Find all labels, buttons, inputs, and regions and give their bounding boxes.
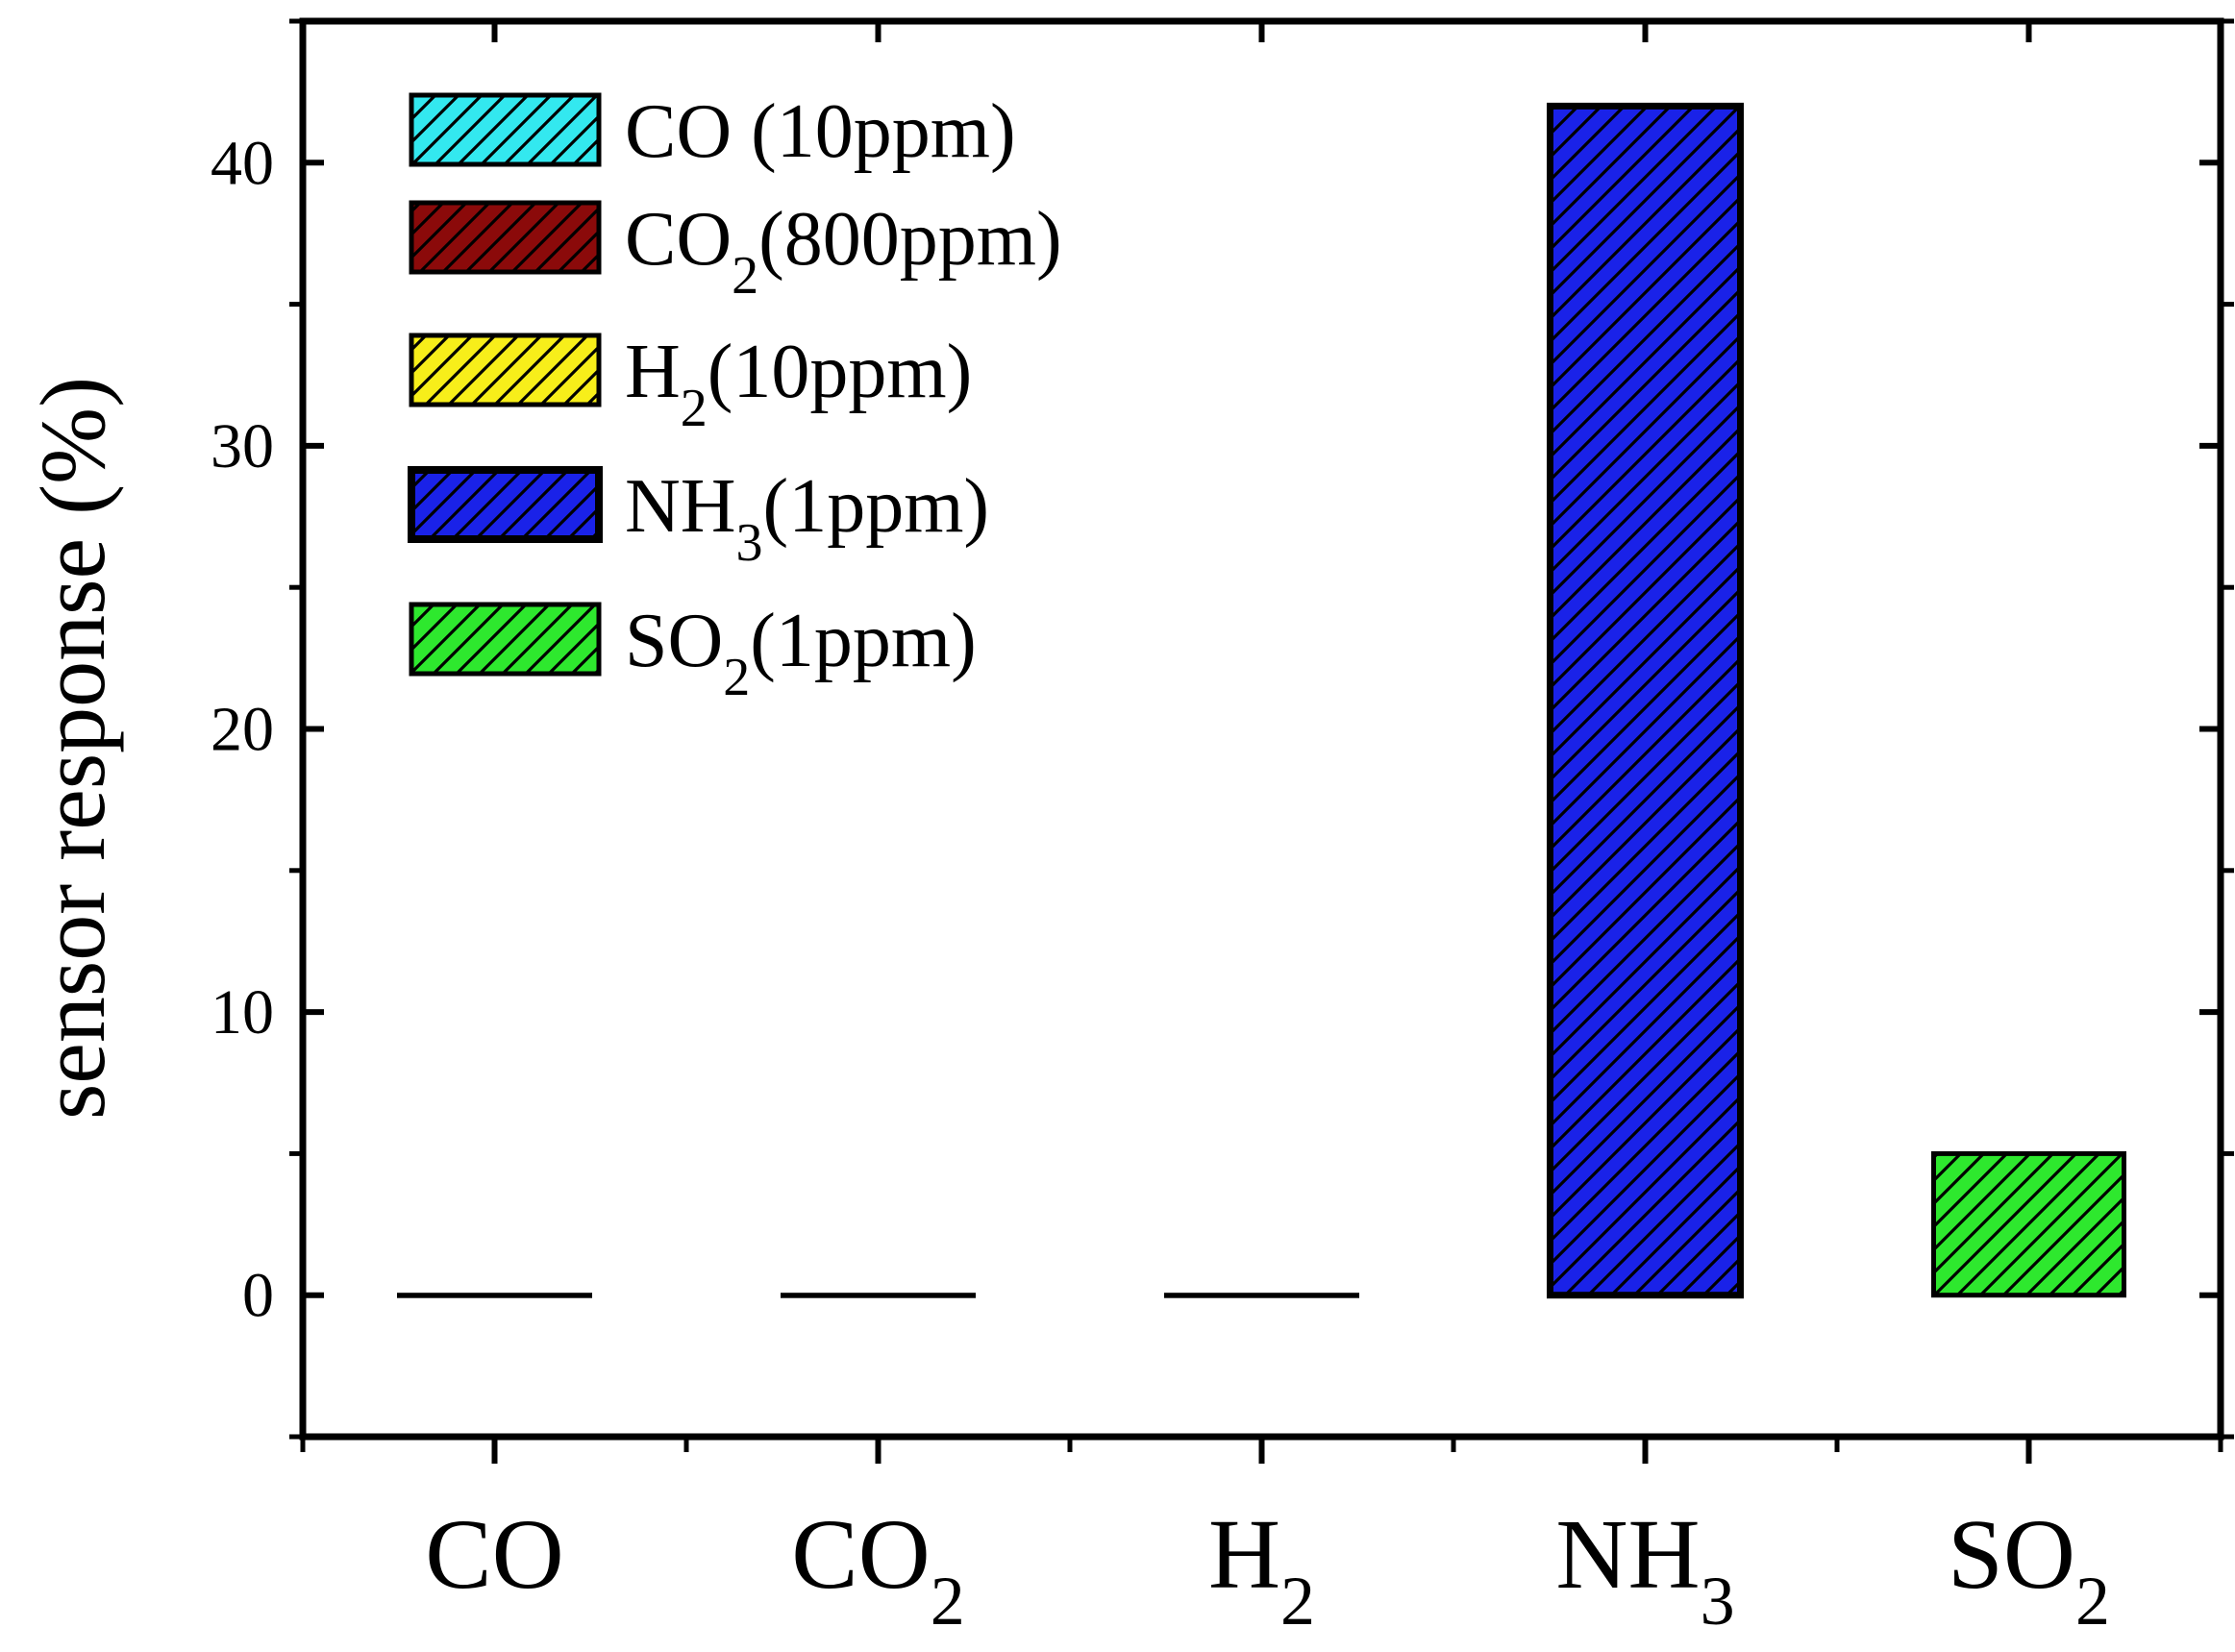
y-tick-label: 40 — [211, 128, 274, 198]
x-tick-label: CO2 — [791, 1499, 964, 1640]
axes-group: 0 10 20 30 40 CO CO2 H2 NH3 SO2 — [211, 18, 2234, 1640]
legend-swatch — [409, 602, 602, 677]
legend: CO (10ppm) CO2(800ppm) H2(10ppm) NH3(1ppm) S… — [408, 89, 1062, 707]
y-tick-label: 30 — [211, 411, 274, 481]
legend-swatch — [409, 333, 602, 407]
legend-label: NH3(1ppm) — [625, 464, 989, 573]
bar-co2 — [781, 1293, 976, 1298]
bar-co — [397, 1293, 592, 1298]
legend-swatch — [409, 200, 602, 275]
bar-nh3 — [1547, 102, 1744, 1299]
x-tick-label: CO — [425, 1499, 563, 1610]
x-tick-label: NH3 — [1555, 1499, 1734, 1640]
x-tick-label: SO2 — [1948, 1499, 2110, 1640]
legend-label: CO (10ppm) — [625, 89, 1016, 174]
bars-group — [397, 102, 2126, 1299]
y-tick-label: 20 — [211, 695, 274, 765]
y-tick-label: 10 — [211, 977, 274, 1048]
legend-swatch — [409, 92, 602, 167]
legend-swatch — [408, 466, 603, 543]
y-axis-label: sensor response (%) — [21, 377, 124, 1120]
legend-label: H2(10ppm) — [625, 330, 972, 438]
bar-h2 — [1164, 1293, 1359, 1298]
x-tick-label: H2 — [1208, 1499, 1315, 1640]
y-tick-label: 0 — [242, 1261, 274, 1331]
bar-so2 — [1931, 1150, 2126, 1298]
legend-label: CO2(800ppm) — [625, 197, 1062, 306]
legend-label: SO2(1ppm) — [625, 599, 977, 707]
